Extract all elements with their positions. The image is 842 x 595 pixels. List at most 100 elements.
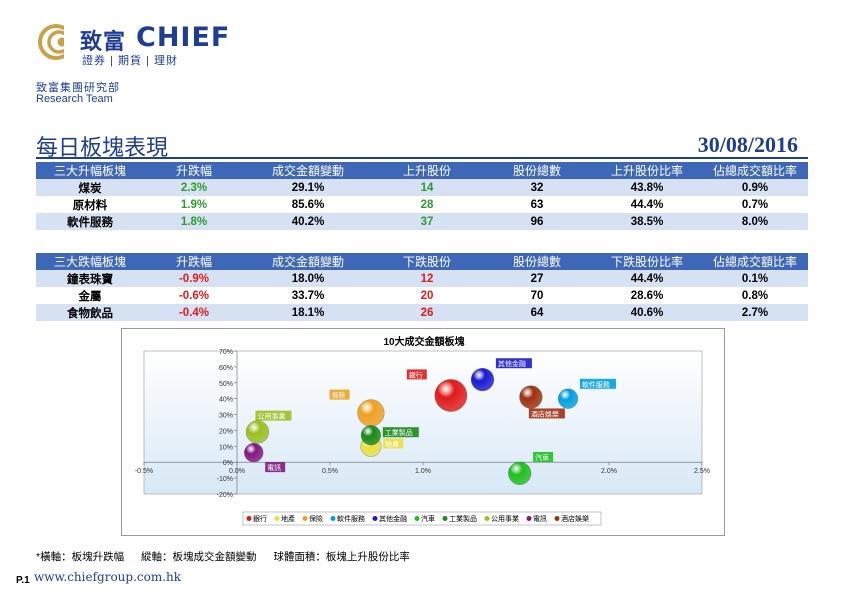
total-count: 96 [482,213,592,230]
legend-item: 保險 [309,514,323,523]
chart-title: 10大成交金額板塊 [383,335,464,348]
bubble-label: 其他金融 [498,359,526,368]
bubble-label: 銀行 [409,370,423,379]
bubble-label-bg [406,369,427,380]
bubble-label-bg [579,378,616,389]
legend-marker [442,516,448,521]
title-divider [36,157,808,159]
legend-marker [302,516,308,521]
bubble-5 [508,461,532,485]
brand-name-en: CHIEF [136,22,231,53]
table-row: 鐘表珠寶 -0.9% 18.0% 12 27 44.4% 0.1% [36,270,808,287]
bubble-label: 軟件服務 [582,380,610,389]
bubble-note: 球體面積：板塊上升股份比率 [273,551,410,563]
total-count: 64 [482,304,592,321]
website-link[interactable]: www.chiefgroup.com.hk [34,570,182,584]
header-cell: 三大升幅板塊 [36,162,144,179]
header-cell: 下跌股份比率 [592,253,702,270]
y-axis-note: 縱軸：板塊成交金額變動 [141,551,257,563]
page-number: P.1 [16,575,30,586]
x-tick-label: 2.0% [601,468,617,475]
advancing-count: 28 [372,196,482,213]
bubble-label-bg [255,410,292,421]
header-cell: 升跌幅 [144,162,244,179]
legend-box [242,511,602,526]
advancing-count: 37 [372,213,482,230]
declining-count: 12 [372,270,482,287]
y-tick-label: -10% [217,476,233,483]
bubble-label-bg [383,438,404,449]
advancing-ratio: 44.4% [592,196,702,213]
legend-item: 公用事業 [491,514,519,523]
y-tick-label: 0% [223,460,233,467]
header-cell: 股份總數 [482,253,592,270]
bubble-7 [245,420,269,444]
sector-name: 煤炭 [36,179,144,196]
legend-item: 其他金融 [379,514,407,523]
bubble-label: 公用事業 [257,412,285,421]
legend-marker [554,516,560,521]
bubble-3 [558,388,579,409]
bubble-label: 保險 [332,391,346,400]
y-tick-label: 60% [219,365,233,372]
y-tick-label: 40% [219,397,233,404]
table-row: 金屬 -0.6% 33.7% 20 70 28.6% 0.8% [36,287,808,304]
turnover-change: 29.1% [244,179,372,196]
sector-name: 鐘表珠寶 [36,270,144,287]
bubble-label-bg [382,427,419,438]
sector-name: 食物飲品 [36,304,144,321]
legend-marker [274,516,280,521]
y-tick-label: 50% [219,381,233,388]
bubble-2 [357,399,385,427]
sector-name: 原材料 [36,196,144,213]
x-axis-note: *橫軸：板塊升跌幅 [36,551,125,563]
header-cell: 下跌股份 [372,253,482,270]
bubble-label-bg [495,358,532,369]
page-title: 每日板塊表現 [36,136,169,161]
bubble-label: 地產 [385,439,399,448]
chart-legend: 銀行 地產 保險 軟件服務 其他金融 汽車 工業製品 公用事業 電訊 酒店娛樂 [242,511,602,526]
bubble-label-bg [265,462,286,473]
x-tick-label: 0.0% [229,468,245,475]
x-tick-label: 2.5% [694,468,710,475]
legend-marker [372,516,378,521]
legend-marker [414,516,420,521]
legend-item: 電訊 [533,514,547,523]
turnover-change: 40.2% [244,213,372,230]
bubble-0 [434,379,468,412]
department-cn: 致富集團研究部 [36,82,120,94]
total-count: 32 [482,179,592,196]
bubble-label-bg [533,451,554,462]
advancing-ratio: 43.8% [592,179,702,196]
chief-logo-icon [38,24,74,60]
header-cell: 上升股份比率 [592,162,702,179]
turnover-share: 8.0% [702,213,808,230]
header-cell: 成交金額變動 [244,253,372,270]
bubble-label: 酒店娛樂 [531,409,559,418]
chart-footnote: *橫軸：板塊升跌幅 縱軸：板塊成交金額變動 球體面積：板塊上升股份比率 [36,549,424,564]
advancing-ratio: 38.5% [592,213,702,230]
sector-name: 金屬 [36,287,144,304]
y-tick-label: 30% [219,413,233,420]
header-cell: 成交金額變動 [244,162,372,179]
advancing-count: 14 [372,179,482,196]
brand-tagline: 證券 | 期貨 | 理財 [82,55,178,67]
table-row: 原材料 1.9% 85.6% 28 63 44.4% 0.7% [36,196,808,213]
bubble-label: 電訊 [267,463,281,472]
total-count: 63 [482,196,592,213]
legend-item: 軟件服務 [337,514,365,523]
header-cell: 佔總成交額比率 [702,162,808,179]
legend-marker [246,516,252,521]
bubble-chart-svg: 10大成交金額板塊 70% 60% 50% 40% 30% 20% 10% 0% -10% -20… [135,335,710,526]
declining-ratio: 44.4% [592,270,702,287]
turnover-share: 0.8% [702,287,808,304]
bubble-9 [519,385,543,409]
total-count: 27 [482,270,592,287]
change-pct: 1.8% [144,213,244,230]
legend-item: 酒店娛樂 [561,514,589,523]
y-tick-label: 70% [219,349,233,356]
declining-ratio: 28.6% [592,287,702,304]
turnover-share: 0.7% [702,196,808,213]
top-losers-table: 三大跌幅板塊 升跌幅 成交金額變動 下跌股份 股份總數 下跌股份比率 佔總成交額… [36,253,808,321]
table-header: 三大升幅板塊 升跌幅 成交金額變動 上升股份 股份總數 上升股份比率 佔總成交額… [36,162,808,179]
